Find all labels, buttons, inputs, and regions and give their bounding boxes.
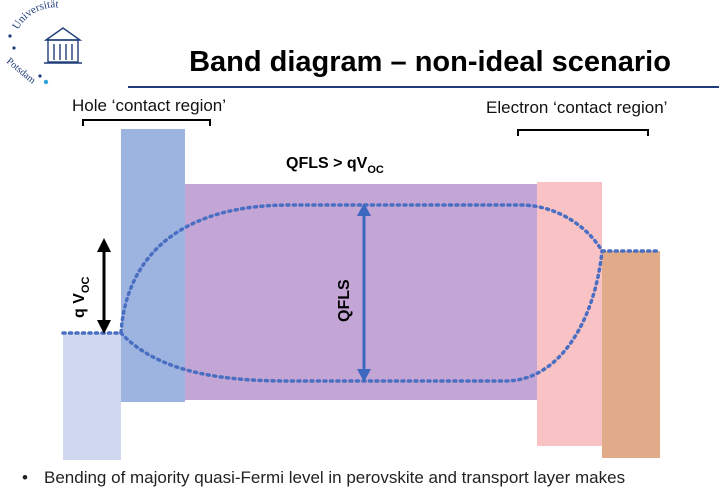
bullet-content: Bending of majority quasi-Fermi level in… (44, 468, 626, 487)
electron-contact-label: Electron ‘contact region’ (486, 98, 668, 117)
hole-contact-label: Hole ‘contact region’ (72, 96, 227, 115)
electron-transport-layer (537, 182, 602, 446)
bullet-text: • Bending of majority quasi-Fermi level i… (22, 468, 625, 488)
qvoc-arrow (97, 238, 111, 334)
university-logo: Universität Potsdam (4, 0, 83, 87)
university-building-icon (43, 27, 83, 64)
electron-contact-metal (602, 251, 660, 458)
electron-quasi-fermi-level (61, 203, 662, 335)
qfls-label: QFLS (336, 279, 353, 322)
hole-quasi-fermi-level (119, 249, 604, 383)
qvoc-label: q VOC (71, 277, 92, 318)
hole-transport-layer (121, 129, 185, 402)
hole-contact-bracket (82, 119, 211, 126)
qfls-arrow (357, 203, 371, 382)
slide-title: Band diagram – non-ideal scenario (189, 46, 671, 78)
title-underline (128, 86, 719, 88)
hole-contact-metal (63, 333, 121, 460)
qfls-greater-than-qvoc-label: QFLS > qVOC (286, 155, 384, 176)
bullet-dot: • (22, 468, 28, 487)
perovskite-layer (185, 184, 537, 400)
electron-contact-bracket (517, 129, 649, 136)
